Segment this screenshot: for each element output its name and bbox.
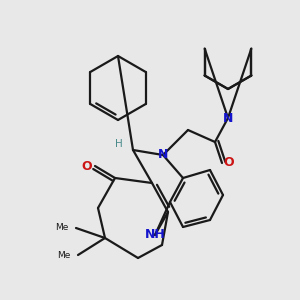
Text: H: H bbox=[115, 139, 123, 149]
Text: NH: NH bbox=[145, 229, 165, 242]
Text: Me: Me bbox=[55, 224, 68, 232]
Text: N: N bbox=[223, 112, 233, 124]
Text: N: N bbox=[158, 148, 168, 161]
Text: O: O bbox=[82, 160, 92, 172]
Text: Me: Me bbox=[57, 250, 70, 260]
Text: O: O bbox=[224, 157, 234, 169]
